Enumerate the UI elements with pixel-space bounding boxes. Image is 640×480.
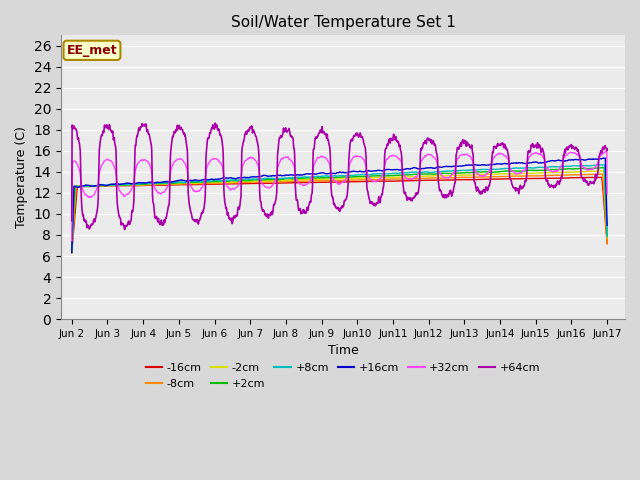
+16cm	[600, 155, 607, 161]
+64cm	[68, 218, 76, 224]
-2cm	[598, 168, 606, 174]
Line: +2cm: +2cm	[72, 168, 607, 252]
Line: +16cm: +16cm	[72, 158, 607, 252]
-2cm	[247, 179, 255, 184]
-8cm	[492, 174, 500, 180]
-2cm	[604, 235, 611, 240]
+32cm	[602, 148, 610, 154]
+8cm	[187, 179, 195, 184]
-16cm	[422, 178, 430, 183]
-16cm	[540, 176, 547, 181]
Legend: -16cm, -8cm, -2cm, +2cm, +8cm, +16cm, +32cm, +64cm: -16cm, -8cm, -2cm, +2cm, +8cm, +16cm, +3…	[141, 359, 545, 393]
+2cm	[604, 232, 611, 238]
+8cm	[247, 176, 255, 182]
+16cm	[187, 178, 195, 183]
+2cm	[247, 178, 255, 183]
-16cm	[187, 182, 195, 188]
+16cm	[174, 178, 182, 183]
Line: -8cm: -8cm	[72, 174, 607, 250]
+2cm	[174, 180, 182, 186]
+16cm	[604, 222, 611, 228]
Line: +32cm: +32cm	[72, 151, 607, 240]
+8cm	[174, 179, 182, 185]
+64cm	[174, 126, 182, 132]
+16cm	[540, 160, 547, 166]
+8cm	[604, 234, 611, 240]
Title: Soil/Water Temperature Set 1: Soil/Water Temperature Set 1	[230, 15, 456, 30]
-2cm	[187, 180, 195, 186]
+64cm	[423, 136, 431, 142]
+8cm	[600, 162, 607, 168]
-16cm	[587, 175, 595, 180]
+32cm	[492, 153, 500, 158]
+2cm	[599, 165, 607, 170]
-2cm	[492, 171, 500, 177]
+64cm	[604, 146, 611, 152]
Line: -16cm: -16cm	[72, 178, 607, 252]
-16cm	[247, 180, 255, 186]
+16cm	[422, 165, 430, 171]
+2cm	[422, 171, 430, 177]
+8cm	[422, 169, 430, 175]
-2cm	[68, 250, 76, 256]
-8cm	[187, 181, 195, 187]
-8cm	[247, 180, 255, 185]
+16cm	[68, 250, 76, 255]
-16cm	[492, 176, 500, 182]
-16cm	[174, 182, 182, 188]
+64cm	[211, 120, 219, 126]
-16cm	[604, 240, 611, 246]
+16cm	[492, 161, 500, 167]
+32cm	[540, 155, 547, 161]
-8cm	[595, 171, 603, 177]
Line: -2cm: -2cm	[72, 171, 607, 253]
+2cm	[68, 250, 76, 255]
+32cm	[174, 156, 182, 162]
-8cm	[68, 247, 76, 253]
+32cm	[422, 153, 430, 159]
X-axis label: Time: Time	[328, 344, 358, 357]
-16cm	[68, 250, 76, 255]
Line: +8cm: +8cm	[72, 165, 607, 248]
-2cm	[540, 170, 547, 176]
+64cm	[493, 144, 501, 149]
+32cm	[68, 238, 76, 243]
+8cm	[68, 245, 76, 251]
+8cm	[540, 165, 547, 170]
+64cm	[540, 155, 548, 160]
+32cm	[187, 183, 195, 189]
+2cm	[540, 168, 547, 173]
-2cm	[174, 181, 182, 187]
+16cm	[247, 174, 255, 180]
+32cm	[247, 154, 255, 160]
-8cm	[422, 175, 430, 181]
+64cm	[121, 227, 129, 232]
Y-axis label: Temperature (C): Temperature (C)	[15, 126, 28, 228]
Text: EE_met: EE_met	[67, 44, 117, 57]
-8cm	[604, 241, 611, 247]
Line: +64cm: +64cm	[72, 123, 607, 229]
+64cm	[248, 124, 255, 130]
+2cm	[187, 180, 195, 185]
-8cm	[174, 181, 182, 187]
-2cm	[422, 173, 430, 179]
+2cm	[492, 169, 500, 175]
+32cm	[604, 191, 611, 197]
+8cm	[492, 167, 500, 172]
+64cm	[188, 210, 195, 216]
-8cm	[540, 173, 547, 179]
